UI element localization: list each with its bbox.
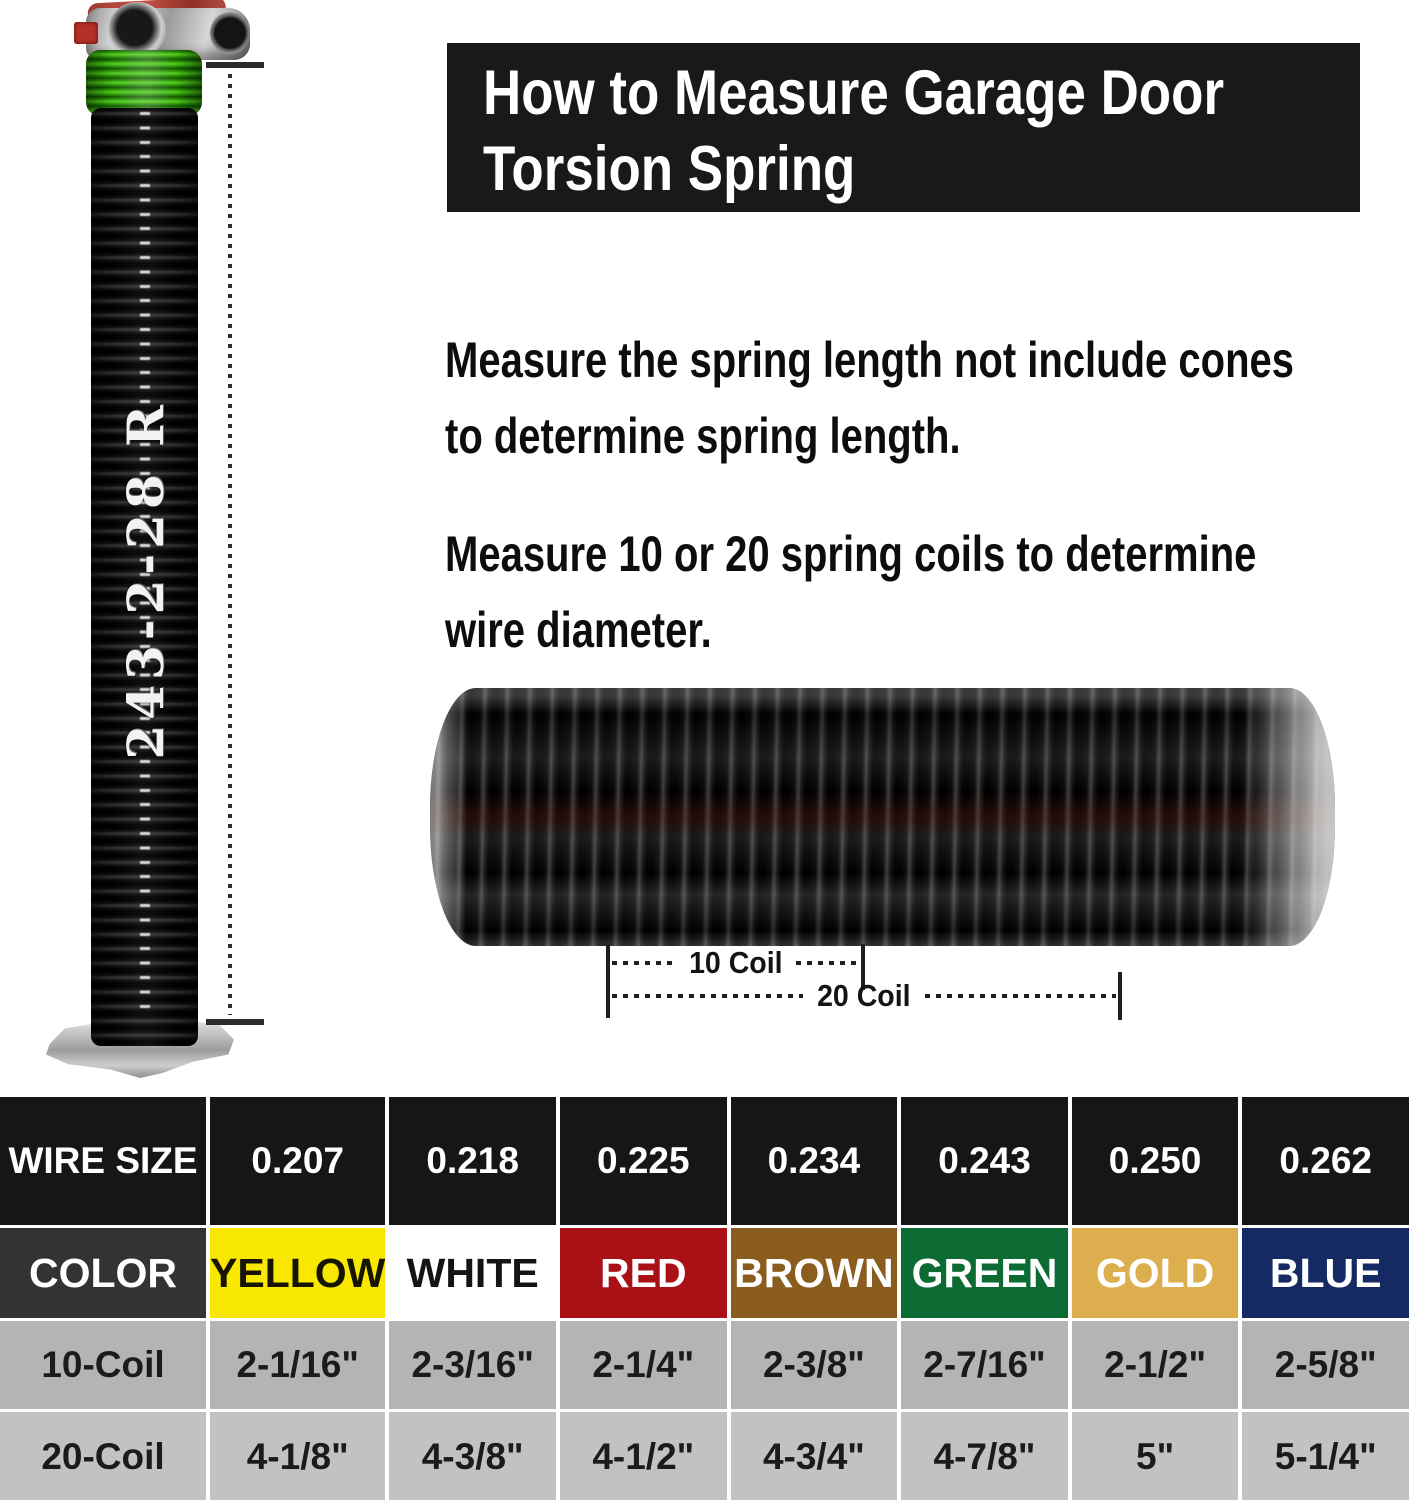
coil20-cell: 4-1/8" xyxy=(210,1412,386,1500)
title-banner: How to Measure Garage Door Torsion Sprin… xyxy=(447,43,1360,212)
color-cell-red: RED xyxy=(559,1228,727,1318)
wire-size-table: WIRE SIZE 0.207 0.218 0.225 0.234 0.243 … xyxy=(0,1097,1409,1500)
coil-closeup-photo xyxy=(430,688,1335,946)
wire-size-header-cell: WIRE SIZE xyxy=(0,1097,206,1225)
coil20-cell: 4-7/8" xyxy=(901,1412,1068,1500)
coil20-cell: 5-1/4" xyxy=(1242,1412,1409,1500)
coil20-cell: 4-1/2" xyxy=(559,1412,727,1500)
wire-size-cell: 0.243 xyxy=(901,1097,1068,1225)
dotted-line xyxy=(612,994,804,998)
coil10-header-cell: 10-Coil xyxy=(0,1321,206,1409)
instruction-2-line-2: wire diameter. xyxy=(445,602,712,658)
length-measure-bottom-bar xyxy=(206,1019,264,1025)
coil10-cell: 2-1/2" xyxy=(1071,1321,1239,1409)
wire-size-cell: 0.218 xyxy=(389,1097,556,1225)
wire-size-cell: 0.262 xyxy=(1242,1097,1409,1225)
instruction-2-line-1: Measure 10 or 20 spring coils to determi… xyxy=(445,526,1257,582)
cone-bore-hole xyxy=(108,2,166,58)
coil10-cell: 2-1/4" xyxy=(559,1321,727,1409)
coil20-cell: 4-3/8" xyxy=(389,1412,556,1500)
spring-part-number: 243-2-28 R xyxy=(116,400,175,760)
dotted-line xyxy=(612,961,675,965)
color-cell-yellow: YELLOW xyxy=(210,1228,386,1318)
coil10-cell: 2-5/8" xyxy=(1242,1321,1409,1409)
coil-measure-10-label: 10 Coil xyxy=(688,945,783,980)
instruction-paragraph-1: Measure the spring length not include co… xyxy=(445,322,1409,474)
coil10-cell: 2-3/8" xyxy=(730,1321,898,1409)
coil10-cell: 2-7/16" xyxy=(901,1321,1068,1409)
instruction-1-line-2: to determine spring length. xyxy=(445,408,961,464)
coil-highlight xyxy=(140,112,150,1012)
length-measure-dotted-line xyxy=(228,74,232,1015)
color-cell-blue: BLUE xyxy=(1242,1228,1409,1318)
coil-measure-20-tick xyxy=(1118,972,1122,1020)
instruction-paragraph-2: Measure 10 or 20 spring coils to determi… xyxy=(445,516,1409,668)
coil-measure-10-tick xyxy=(861,944,865,990)
dotted-line xyxy=(796,961,859,965)
coil-measure-20-row: 20 Coil xyxy=(612,978,1116,1013)
coil-measure-20-label: 20 Coil xyxy=(817,978,911,1013)
color-cell-green: GREEN xyxy=(901,1228,1068,1318)
wire-size-cell: 0.225 xyxy=(559,1097,727,1225)
length-measure-top-bar xyxy=(206,62,264,68)
wire-size-cell: 0.234 xyxy=(730,1097,898,1225)
wire-size-cell: 0.207 xyxy=(210,1097,386,1225)
coil10-cell: 2-1/16" xyxy=(210,1321,386,1409)
color-header-cell: COLOR xyxy=(0,1228,206,1318)
wire-size-cell: 0.250 xyxy=(1071,1097,1239,1225)
title-line-1: How to Measure Garage Door xyxy=(483,58,1225,128)
coil10-cell: 2-3/16" xyxy=(389,1321,556,1409)
dotted-line xyxy=(924,994,1116,998)
title-line-2: Torsion Spring xyxy=(483,134,856,204)
color-cell-white: WHITE xyxy=(389,1228,556,1318)
coil-measure-left-tick xyxy=(606,944,610,1018)
coil20-header-cell: 20-Coil xyxy=(0,1412,206,1500)
color-cell-gold: GOLD xyxy=(1071,1228,1239,1318)
instruction-1-line-1: Measure the spring length not include co… xyxy=(445,332,1295,388)
color-cell-brown: BROWN xyxy=(730,1228,898,1318)
green-coil-section xyxy=(86,50,202,116)
coil-measure-10-row: 10 Coil xyxy=(612,945,859,980)
cone-side-hole xyxy=(210,12,250,54)
cone-red-clip xyxy=(74,22,98,44)
coil20-cell: 5" xyxy=(1071,1412,1239,1500)
coil20-cell: 4-3/4" xyxy=(730,1412,898,1500)
